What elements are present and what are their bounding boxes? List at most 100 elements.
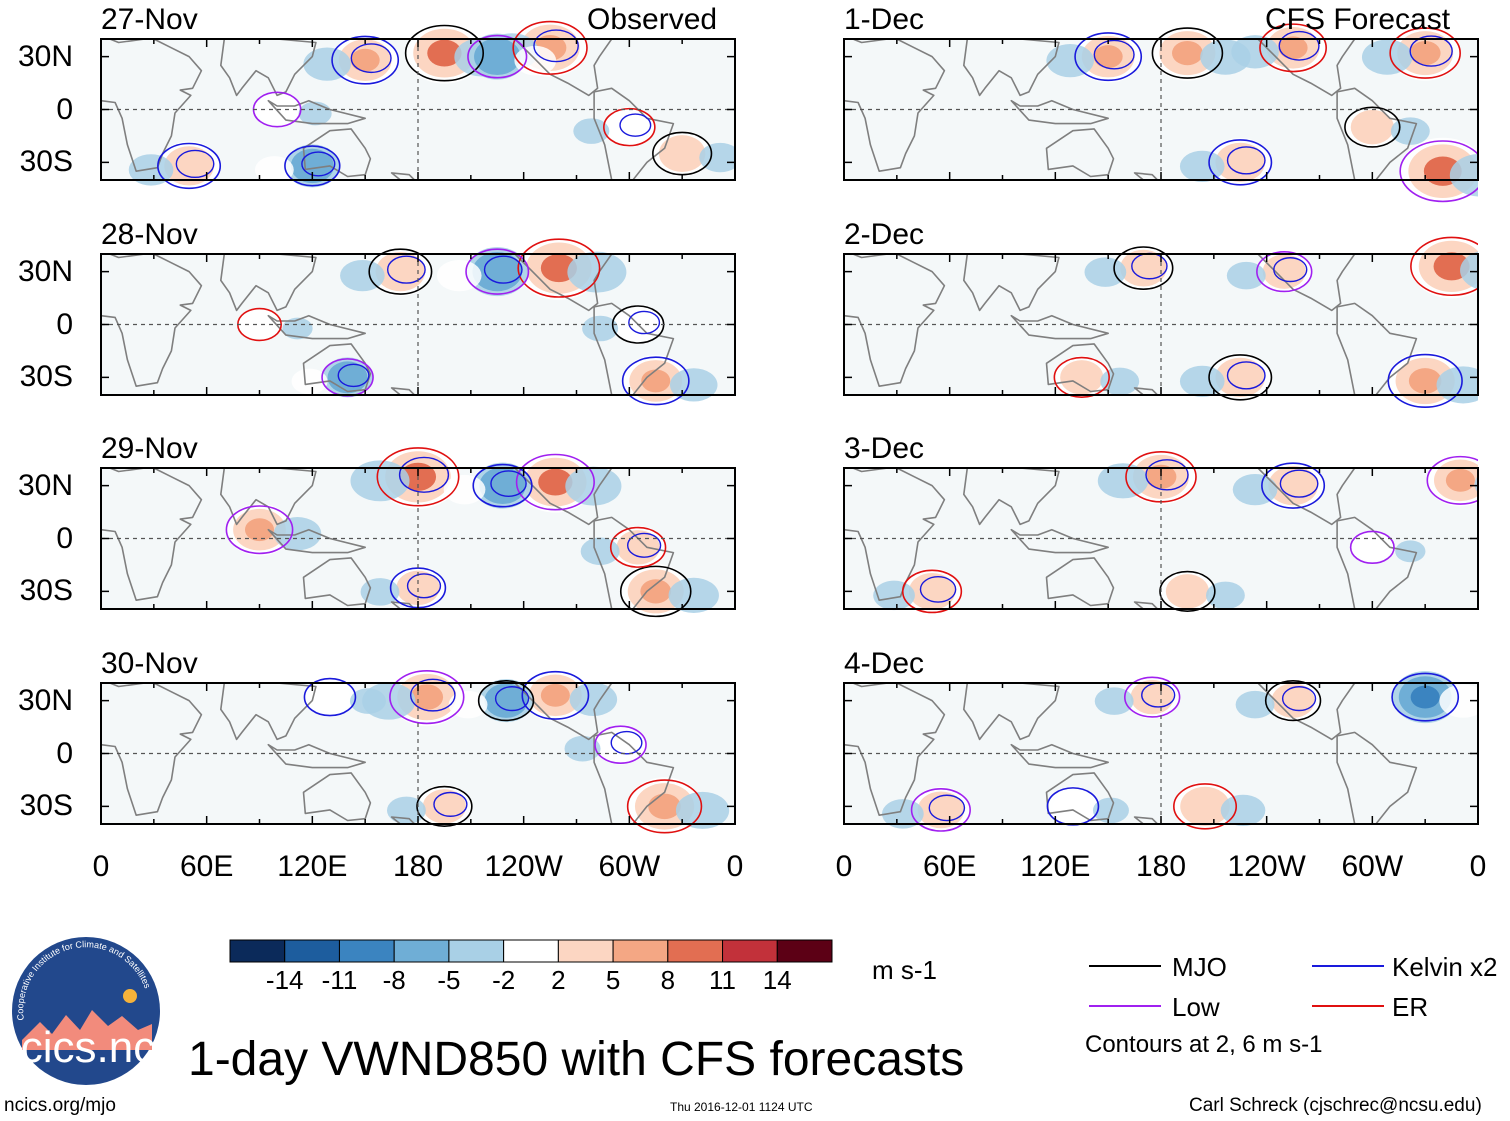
er-contour (603, 107, 656, 147)
anomaly-neighbour (873, 580, 915, 611)
anomaly-neighbour (573, 118, 610, 144)
longitude-label: 0 (1469, 850, 1487, 883)
kelvin-contour (610, 730, 643, 755)
kelvin-contour (1281, 686, 1317, 712)
anomaly-mid (484, 683, 528, 718)
kelvin-contour (483, 255, 523, 284)
panel-date-label: 30-Nov (101, 647, 198, 680)
coastline (1045, 557, 1115, 607)
anomaly-neighbour (1084, 257, 1127, 287)
figure-title: 1-day VWND850 with CFS forecasts (188, 1033, 965, 1086)
logo-mountains (22, 1010, 152, 1050)
er-contour (517, 238, 601, 298)
kelvin-contour (521, 670, 590, 720)
coastline (1010, 743, 1109, 769)
mjo-contour (652, 131, 713, 176)
anomaly-neighbour (567, 251, 627, 293)
panel-date-label: 29-Nov (101, 432, 198, 465)
kelvin-contour (433, 791, 468, 817)
kelvin-contour (533, 29, 579, 63)
coastline (514, 253, 613, 312)
kelvin-contour (406, 573, 442, 599)
logo-sun (123, 989, 137, 1003)
anomaly-neighbour (1460, 251, 1478, 290)
latitude-label: 30N (17, 39, 73, 73)
kelvin-contour (1093, 39, 1135, 70)
kelvin-contour (1278, 30, 1320, 61)
coastline (514, 38, 613, 97)
anomaly-mid (290, 148, 334, 184)
longitude-label: 180 (1135, 850, 1187, 883)
coastline (1010, 528, 1109, 554)
kelvin-contour (494, 686, 530, 712)
er-contour (1389, 27, 1461, 79)
longitude-label: 120E (1020, 850, 1091, 883)
colorbar-tick-label: -2 (492, 965, 516, 995)
anomaly-mid (917, 791, 965, 829)
kelvin-contour (1387, 353, 1463, 409)
anomaly-neighbour (1100, 367, 1140, 396)
anomaly-neighbour (582, 315, 619, 342)
colorbar-bin (612, 939, 669, 963)
er-contour (1053, 356, 1110, 398)
coastline (1010, 99, 1109, 125)
longitude-label: 60W (598, 850, 661, 883)
anomaly-neighbour (514, 45, 557, 76)
anomaly-neighbour (1361, 39, 1413, 75)
anomaly-neighbour (443, 474, 486, 505)
colorbar-tick-label: -5 (437, 965, 461, 995)
coastline (1045, 772, 1115, 822)
colorbar-bin (338, 939, 395, 963)
coastline (593, 516, 675, 610)
anomaly-mid (479, 467, 526, 505)
low-contour (1399, 140, 1478, 203)
anomaly-core (1172, 41, 1203, 66)
anomaly-mid (396, 570, 440, 606)
coastline (1257, 682, 1356, 741)
coastline (1045, 343, 1115, 393)
mjo-contour (368, 248, 433, 295)
er-contour (1410, 236, 1478, 297)
er-contour (512, 20, 588, 75)
latitude-label: 30S (19, 789, 73, 823)
footer-author: Carl Schreck (cjschrec@ncsu.edu) (1189, 1095, 1482, 1116)
low-legend-label: Low (1172, 992, 1220, 1022)
colorbar-bin (448, 939, 505, 963)
anomaly-mid (1350, 109, 1394, 145)
anomaly-mid (1165, 574, 1210, 609)
footer-url[interactable]: ncics.org/mjo (4, 1095, 116, 1116)
panel-4-Dec (844, 671, 1478, 833)
kelvin-legend-label: Kelvin x2 (1392, 952, 1498, 982)
er-legend-label: ER (1392, 992, 1429, 1022)
coastline (267, 528, 366, 554)
anomaly-neighbour (1226, 261, 1266, 290)
kelvin-contour (1226, 361, 1266, 390)
anomaly-neighbour (1046, 43, 1094, 78)
anomaly-core (538, 468, 573, 496)
mjo-contour (1264, 680, 1322, 722)
kelvin-contour (350, 43, 392, 74)
low-contour (465, 248, 530, 295)
er-contour (626, 779, 703, 834)
anomaly-neighbour (1094, 687, 1134, 715)
coastline (302, 343, 372, 393)
colorbar-tick-label: 2 (551, 965, 566, 995)
colorbar-tick-label: -11 (321, 965, 358, 995)
anomaly-mid (1268, 466, 1318, 506)
coastline (844, 467, 946, 601)
mjo-contour (1344, 106, 1401, 148)
low-contour (1426, 455, 1478, 505)
kelvin-contour (1145, 459, 1189, 491)
colorbar-bin (393, 939, 450, 963)
er-contour (376, 447, 460, 507)
anomaly-neighbour (1097, 463, 1149, 499)
kelvin-contour (626, 532, 662, 558)
longitude-label: 120W (484, 850, 563, 883)
kelvin-contour (1279, 469, 1319, 498)
coastline (593, 731, 675, 825)
anomaly-core (1445, 468, 1475, 492)
coastline (101, 467, 203, 601)
longitude-label: 60E (922, 850, 977, 883)
anomaly-mid (474, 38, 521, 76)
